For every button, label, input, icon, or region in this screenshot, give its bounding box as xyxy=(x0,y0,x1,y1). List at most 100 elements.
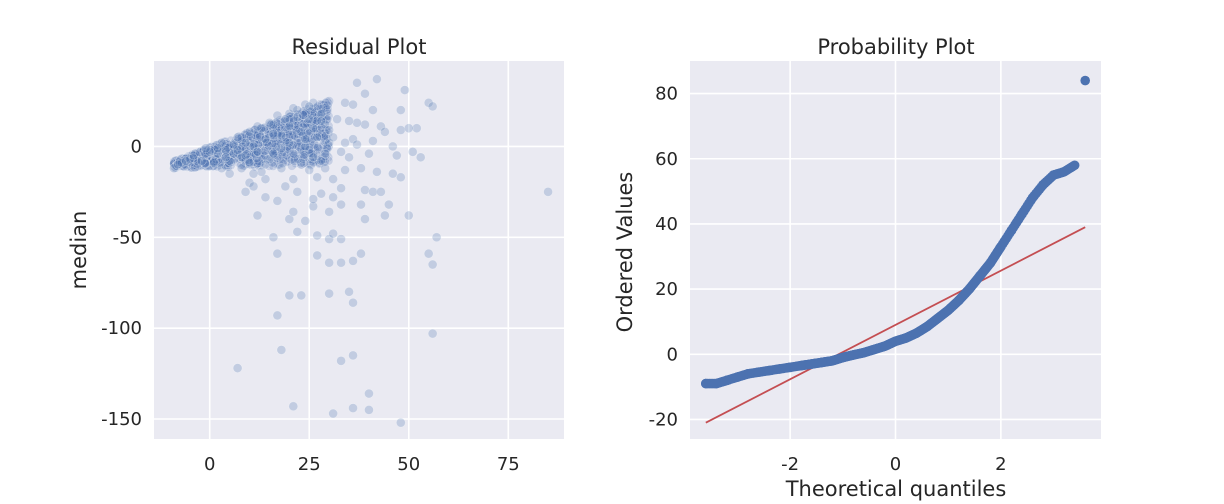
residual-point xyxy=(172,157,183,167)
residual-point xyxy=(278,128,289,138)
residual-point xyxy=(175,155,185,165)
residual-point xyxy=(290,151,301,161)
residual-point xyxy=(246,131,256,142)
residual-point xyxy=(392,150,402,161)
residual-point xyxy=(212,140,222,150)
residual-point xyxy=(316,114,326,125)
quantile-point xyxy=(732,372,743,382)
residual-point xyxy=(298,122,308,132)
residual-point xyxy=(224,151,234,162)
residual-point xyxy=(301,136,311,147)
quantile-point xyxy=(964,284,975,294)
residual-point xyxy=(172,161,183,172)
residual-point xyxy=(294,141,304,152)
residual-point xyxy=(294,114,305,124)
residual-point xyxy=(242,148,252,159)
residual-point xyxy=(200,160,211,171)
residual-point xyxy=(201,145,212,156)
residual-point xyxy=(189,150,199,161)
residual-point xyxy=(278,155,289,166)
residual-point xyxy=(312,104,323,115)
residual-point xyxy=(309,149,319,160)
residual-point xyxy=(191,156,202,167)
residual-point xyxy=(249,144,259,155)
residual-point xyxy=(275,131,286,141)
residual-plot-y-tick-label: -100 xyxy=(101,318,142,339)
residual-point xyxy=(182,162,192,172)
residual-point xyxy=(376,187,386,197)
residual-point xyxy=(274,118,285,128)
residual-point xyxy=(285,114,295,125)
residual-point xyxy=(270,139,281,149)
residual-point xyxy=(252,150,263,160)
residual-point xyxy=(174,159,185,169)
residual-point xyxy=(260,140,271,150)
residual-point xyxy=(268,161,278,171)
residual-point xyxy=(251,139,261,149)
residual-point xyxy=(380,127,390,137)
residual-point xyxy=(275,122,286,133)
residual-point xyxy=(281,152,292,162)
residual-point xyxy=(246,141,256,152)
residual-point xyxy=(309,114,320,125)
residual-point xyxy=(298,154,309,164)
residual-point xyxy=(294,147,304,157)
residual-point xyxy=(277,158,288,169)
residual-point xyxy=(197,155,207,166)
residual-point xyxy=(316,100,327,110)
residual-point xyxy=(280,128,290,139)
residual-point xyxy=(332,114,342,124)
residual-point xyxy=(257,143,268,153)
residual-point xyxy=(182,157,193,167)
residual-point xyxy=(226,135,236,146)
residual-point xyxy=(221,151,231,162)
residual-point xyxy=(245,148,256,158)
residual-point xyxy=(254,134,265,145)
residual-point xyxy=(203,157,214,168)
residual-point xyxy=(265,132,276,142)
residual-point xyxy=(203,157,213,167)
residual-point xyxy=(309,106,320,117)
residual-point xyxy=(172,155,182,166)
residual-point xyxy=(221,154,232,165)
residual-point xyxy=(223,154,233,165)
residual-point xyxy=(254,150,265,161)
residual-point xyxy=(176,156,187,167)
residual-point xyxy=(187,150,198,161)
residual-point xyxy=(272,130,283,140)
residual-point xyxy=(183,155,193,166)
residual-point xyxy=(288,139,299,150)
residual-point xyxy=(268,147,278,158)
residual-point xyxy=(307,149,318,159)
residual-point xyxy=(184,157,195,167)
residual-point xyxy=(169,156,180,167)
residual-point xyxy=(243,131,254,142)
residual-point xyxy=(299,128,310,139)
residual-point xyxy=(284,108,295,119)
residual-point xyxy=(179,161,189,172)
residual-point xyxy=(171,162,181,173)
probability-plot-y-tick-label: 0 xyxy=(667,344,678,365)
residual-point xyxy=(285,118,295,129)
residual-point xyxy=(395,105,406,115)
residual-point xyxy=(289,131,300,142)
residual-point xyxy=(305,107,316,117)
residual-point xyxy=(302,127,313,138)
residual-point xyxy=(271,147,282,158)
residual-point xyxy=(280,147,291,158)
residual-point xyxy=(210,148,220,159)
residual-point xyxy=(263,147,274,157)
probability-plot-y-ticks: -20 0 20 40 60 80 xyxy=(649,84,678,431)
residual-point xyxy=(259,122,270,133)
residual-point xyxy=(289,112,299,122)
residual-point xyxy=(268,123,278,133)
residual-point xyxy=(254,154,265,165)
residual-point xyxy=(291,119,302,129)
residual-point xyxy=(250,131,261,141)
residual-point xyxy=(189,152,200,163)
residual-point xyxy=(311,113,322,123)
residual-point xyxy=(232,145,243,155)
residual-point xyxy=(235,149,246,160)
residual-point xyxy=(308,115,319,125)
residual-point xyxy=(293,118,304,129)
